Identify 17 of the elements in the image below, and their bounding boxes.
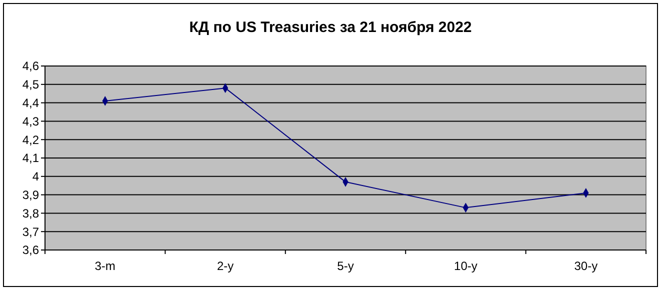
chart-title: КД по US Treasuries за 21 ноября 2022	[189, 19, 472, 36]
x-tick-label: 10-y	[454, 259, 478, 273]
x-tick-label: 5-y	[337, 259, 354, 273]
y-tick-label: 4,1	[22, 151, 40, 166]
y-tick-label: 4,5	[22, 78, 40, 92]
x-tick-label: 2-y	[216, 259, 234, 273]
y-tick-label: 4	[32, 170, 40, 184]
y-tick-label: 3,6	[22, 243, 40, 258]
y-tick-label: 3,9	[22, 188, 40, 202]
y-tick-label: 4,6	[22, 59, 40, 74]
y-tick-label: 3,7	[22, 224, 40, 239]
x-tick-label: 3-m	[94, 259, 116, 273]
y-tick-label: 4,2	[22, 132, 40, 147]
x-tick-label: 30-y	[574, 259, 598, 273]
y-tick-label: 3,8	[22, 206, 40, 220]
y-tick-label: 4,4	[22, 96, 40, 110]
y-tick-label: 4,3	[22, 114, 40, 128]
